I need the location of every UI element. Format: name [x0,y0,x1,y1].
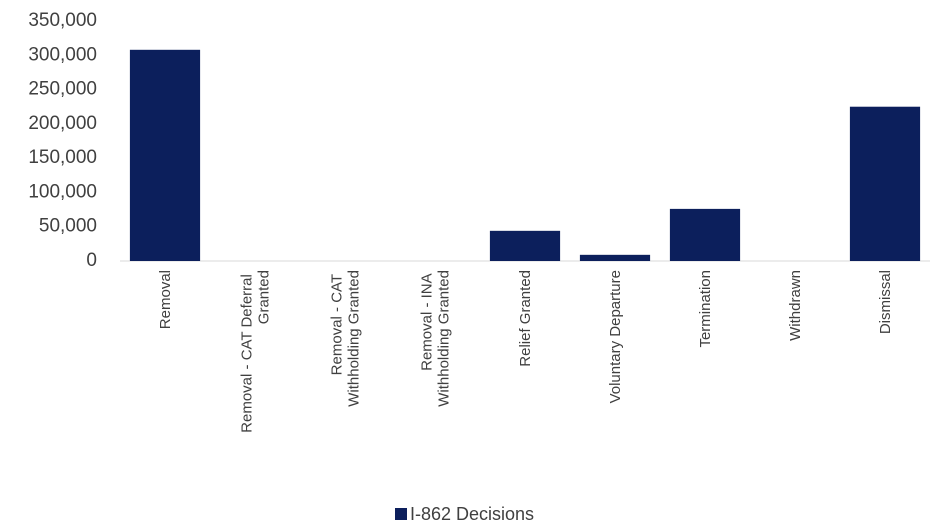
x-tick-label: Dismissal [877,270,894,334]
bar [579,254,651,261]
bar [489,230,561,261]
y-tick-label: 300,000 [28,44,97,65]
y-tick-label: 50,000 [39,216,97,237]
y-tick-label: 100,000 [28,181,97,202]
legend-swatch [395,508,407,520]
y-tick-label: 350,000 [28,10,97,31]
x-tick-label: Removal - CAT Withholding Granted [329,270,363,407]
bar [129,49,201,261]
y-tick-label: 200,000 [28,113,97,134]
bar [849,106,921,261]
x-tick-label: Relief Granted [517,270,534,367]
x-tick-label: Removal [157,270,174,329]
bar [669,208,741,261]
x-tick-label: Removal - INA Withholding Granted [419,270,453,407]
legend-label: I-862 Decisions [410,504,534,524]
x-tick-label: Termination [697,270,714,348]
y-tick-label: 0 [86,250,97,271]
y-tick-label: 250,000 [28,79,97,100]
x-tick-label: Voluntary Departure [607,270,624,403]
y-tick-label: 150,000 [28,147,97,168]
x-tick-label: Withdrawn [787,270,804,341]
x-tick-label: Removal - CAT Deferral Granted [239,270,273,433]
